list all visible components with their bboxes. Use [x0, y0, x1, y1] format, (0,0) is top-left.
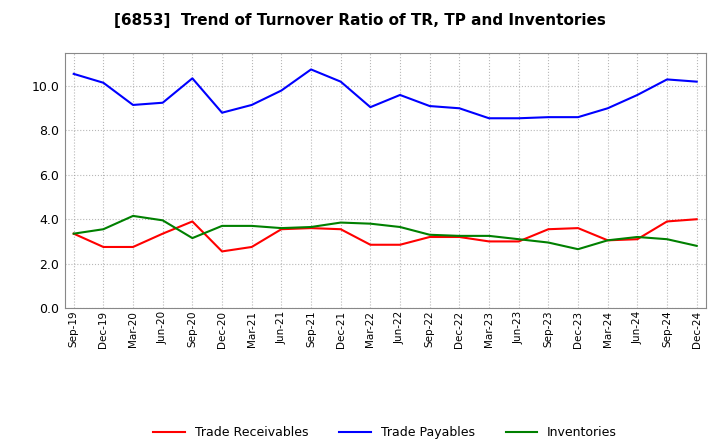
Trade Payables: [336, 79, 345, 84]
Trade Receivables: [633, 237, 642, 242]
Inventories: [485, 233, 493, 238]
Inventories: [693, 243, 701, 249]
Inventories: [248, 223, 256, 228]
Trade Payables: [426, 103, 434, 109]
Trade Receivables: [336, 227, 345, 232]
Inventories: [603, 238, 612, 243]
Legend: Trade Receivables, Trade Payables, Inventories: Trade Receivables, Trade Payables, Inven…: [148, 422, 622, 440]
Trade Payables: [455, 106, 464, 111]
Trade Payables: [129, 103, 138, 108]
Trade Payables: [574, 114, 582, 120]
Trade Receivables: [366, 242, 374, 247]
Trade Payables: [603, 106, 612, 111]
Inventories: [662, 237, 671, 242]
Inventories: [633, 235, 642, 240]
Trade Payables: [544, 114, 553, 120]
Inventories: [99, 227, 108, 232]
Trade Receivables: [574, 225, 582, 231]
Trade Payables: [158, 100, 167, 105]
Trade Payables: [188, 76, 197, 81]
Trade Receivables: [544, 227, 553, 232]
Trade Payables: [693, 79, 701, 84]
Trade Receivables: [188, 219, 197, 224]
Inventories: [455, 233, 464, 238]
Inventories: [366, 221, 374, 226]
Inventories: [307, 224, 315, 230]
Trade Payables: [307, 67, 315, 72]
Trade Payables: [69, 71, 78, 77]
Trade Payables: [485, 116, 493, 121]
Inventories: [544, 240, 553, 245]
Trade Receivables: [277, 227, 286, 232]
Inventories: [514, 237, 523, 242]
Line: Trade Receivables: Trade Receivables: [73, 219, 697, 251]
Trade Receivables: [307, 225, 315, 231]
Trade Receivables: [426, 235, 434, 240]
Line: Inventories: Inventories: [73, 216, 697, 249]
Inventories: [574, 246, 582, 252]
Trade Receivables: [217, 249, 226, 254]
Inventories: [158, 218, 167, 223]
Trade Receivables: [603, 238, 612, 243]
Trade Payables: [396, 92, 405, 98]
Trade Receivables: [514, 239, 523, 244]
Trade Receivables: [248, 244, 256, 249]
Trade Receivables: [396, 242, 405, 247]
Trade Receivables: [662, 219, 671, 224]
Trade Receivables: [69, 231, 78, 236]
Inventories: [426, 232, 434, 238]
Trade Payables: [99, 80, 108, 85]
Trade Payables: [633, 92, 642, 98]
Inventories: [129, 213, 138, 219]
Trade Payables: [366, 105, 374, 110]
Line: Trade Payables: Trade Payables: [73, 70, 697, 118]
Trade Receivables: [129, 244, 138, 249]
Inventories: [277, 225, 286, 231]
Trade Payables: [514, 116, 523, 121]
Trade Payables: [217, 110, 226, 115]
Trade Payables: [662, 77, 671, 82]
Trade Receivables: [99, 244, 108, 249]
Inventories: [217, 223, 226, 228]
Trade Receivables: [455, 235, 464, 240]
Inventories: [396, 224, 405, 230]
Trade Payables: [248, 103, 256, 108]
Trade Receivables: [693, 216, 701, 222]
Trade Receivables: [158, 231, 167, 236]
Trade Receivables: [485, 239, 493, 244]
Trade Payables: [277, 88, 286, 93]
Inventories: [336, 220, 345, 225]
Inventories: [69, 231, 78, 236]
Text: [6853]  Trend of Turnover Ratio of TR, TP and Inventories: [6853] Trend of Turnover Ratio of TR, TP…: [114, 13, 606, 28]
Inventories: [188, 235, 197, 241]
